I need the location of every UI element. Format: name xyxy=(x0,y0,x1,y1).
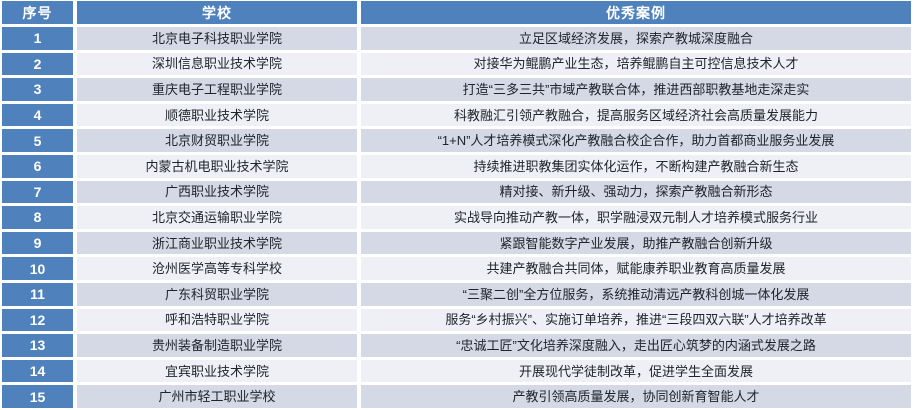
row-number-cell: 10 xyxy=(2,257,73,280)
case-cell: 实战导向推动产教一体，职学融浸双元制人才培养模式服务行业 xyxy=(361,206,911,229)
case-cell: 紧跟智能数字产业发展，助推产教融合创新升级 xyxy=(361,231,911,255)
school-cell: 广西职业技术学院 xyxy=(77,180,357,204)
row-number-cell: 8 xyxy=(2,206,73,229)
column-header-case: 优秀案例 xyxy=(361,1,911,24)
school-cell: 宜宾职业技术学院 xyxy=(77,359,357,383)
row-number-cell: 4 xyxy=(2,103,73,127)
case-cell: 服务“乡村振兴”、实施订单培养，推进“三段四双六联”人才培养改革 xyxy=(361,308,911,332)
school-cell: 内蒙古机电职业技术学院 xyxy=(77,155,357,178)
case-cell: 开展现代学徒制改革，促进学生全面发展 xyxy=(361,359,911,383)
row-number-cell: 14 xyxy=(2,359,73,383)
school-cell: 重庆电子工程职业学院 xyxy=(77,78,357,101)
school-cell: 贵州装备制造职业学院 xyxy=(77,334,357,357)
school-cell: 北京财贸职业学院 xyxy=(77,129,357,152)
school-cell: 深圳信息职业技术学院 xyxy=(77,52,357,76)
case-cell: 对接华为鲲鹏产业生态，培养鲲鹏自主可控信息技术人才 xyxy=(361,52,911,76)
school-cell: 沧州医学高等专科学校 xyxy=(77,257,357,280)
case-cell: 持续推进职教集团实体化运作，不断构建产教融合新生态 xyxy=(361,155,911,178)
case-cell: 精对接、新升级、强动力，探索产教融合新形态 xyxy=(361,180,911,204)
case-cell: 立足区域经济发展，探索产教城深度融合 xyxy=(361,27,911,50)
case-cell: 共建产教融合共同体，赋能康养职业教育高质量发展 xyxy=(361,257,911,280)
school-cell: 浙江商业职业技术学院 xyxy=(77,231,357,255)
row-number-cell: 3 xyxy=(2,78,73,101)
case-cell: 产教引领高质量发展，协同创新育智能人才 xyxy=(361,385,911,408)
case-cell: “忠诚工匠”文化培养深度融入，走出匠心筑梦的内涵式发展之路 xyxy=(361,334,911,357)
case-cell: 科教融汇引领产教融合，提高服务区域经济社会高质量发展能力 xyxy=(361,103,911,127)
school-cell: 广东科贸职业学院 xyxy=(77,283,357,306)
row-number-cell: 5 xyxy=(2,129,73,152)
school-cell: 北京交通运输职业学院 xyxy=(77,206,357,229)
case-cell: “1+N”人才培养模式深化产教融合校企合作，助力首都商业服务业发展 xyxy=(361,129,911,152)
row-number-cell: 9 xyxy=(2,231,73,255)
row-number-cell: 15 xyxy=(2,385,73,408)
row-number-cell: 6 xyxy=(2,155,73,178)
row-number-cell: 13 xyxy=(2,334,73,357)
school-cell: 顺德职业技术学院 xyxy=(77,103,357,127)
school-cell: 呼和浩特职业学院 xyxy=(77,308,357,332)
case-cell: “三聚二创”全方位服务，系统推动清远产教科创城一体化发展 xyxy=(361,283,911,306)
school-cell: 广州市轻工职业学校 xyxy=(77,385,357,408)
row-number-cell: 1 xyxy=(2,27,73,50)
row-number-cell: 2 xyxy=(2,52,73,76)
school-cell: 北京电子科技职业学院 xyxy=(77,27,357,50)
row-number-cell: 11 xyxy=(2,283,73,306)
case-cell: 打造“三多三共”市域产教联合体，推进西部职教基地走深走实 xyxy=(361,78,911,101)
row-number-cell: 7 xyxy=(2,180,73,204)
column-header-no: 序号 xyxy=(2,1,73,24)
row-number-cell: 12 xyxy=(2,308,73,332)
column-header-school: 学校 xyxy=(77,1,357,24)
